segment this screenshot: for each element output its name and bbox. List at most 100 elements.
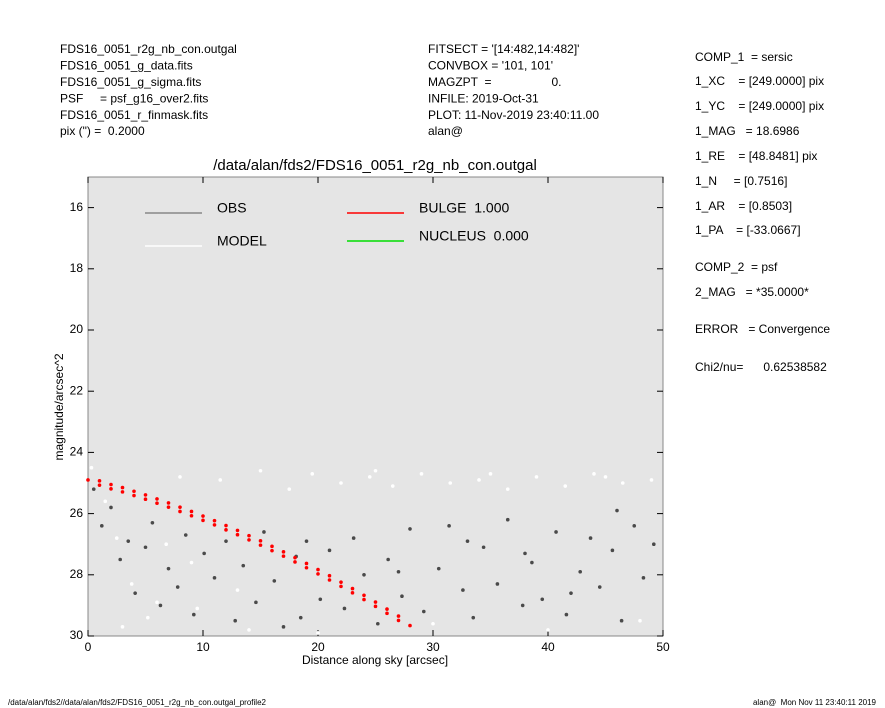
data-point [447,524,451,528]
data-point [481,545,486,550]
data-point [563,484,568,488]
data-point [638,618,642,623]
data-point [350,591,355,595]
x-tick-label: 20 [311,640,325,654]
data-point [166,501,171,505]
data-point [195,606,200,611]
data-point [386,557,390,562]
y-tick-label: 26 [70,506,84,520]
data-point [615,508,619,513]
data-point [376,621,380,626]
data-point [86,478,90,482]
data-point [304,565,309,570]
data-point [241,563,246,568]
chart-title: /data/alan/fds2/FDS16_0051_r2g_nb_con.ou… [213,157,537,174]
data-point [632,524,637,528]
data-point [281,550,286,554]
x-axis-label: Distance along sky [arcsec] [302,653,448,667]
data-point [178,475,182,479]
data-point [465,539,470,543]
data-point [461,588,465,592]
data-point [408,623,412,628]
y-tick-label: 30 [70,628,84,642]
data-point [281,625,286,629]
fit-parameter: 1_RE = [48.8481] pix [695,149,817,163]
data-point [422,609,426,614]
fit-parameter: COMP_1 = sersic [695,50,793,64]
data-point [540,597,545,602]
data-point [143,545,148,550]
data-point [554,530,558,534]
data-point [109,505,113,510]
y-tick-label: 24 [70,445,84,459]
data-point [235,528,240,533]
data-point [178,505,182,509]
data-point [129,582,134,586]
data-point [143,497,148,502]
data-point [546,628,550,632]
data-point [183,533,188,537]
data-point [109,487,113,491]
data-point [155,497,159,501]
data-point [362,573,366,577]
data-point [118,557,122,562]
data-point [396,618,401,623]
data-point [212,576,217,580]
data-point [178,509,182,514]
data-point [247,533,251,538]
data-point [91,487,96,491]
data-point [201,518,205,523]
data-point [436,566,441,571]
data-point [339,580,343,584]
data-point [89,465,94,470]
data-point [400,594,404,599]
data-point [385,607,389,611]
data-point [578,569,582,574]
plot-area [87,176,664,637]
header-left-line: pix (") = 0.2000 [60,124,145,138]
data-point [505,517,510,522]
y-axis-label: magnitude/arcsec^2 [52,353,66,460]
data-point [175,585,180,589]
data-point [339,584,343,589]
data-point [164,542,168,546]
data-point [97,483,102,487]
header-left-line: FDS16_0051_r2g_nb_con.outgal [60,42,237,56]
header-left-line: FDS16_0051_g_data.fits [60,59,193,73]
data-point [97,479,102,483]
fit-parameter: COMP_2 = psf [695,260,778,274]
data-point [109,482,113,487]
data-point [166,566,171,571]
data-point [367,475,372,479]
data-point [652,542,656,546]
data-point [150,520,155,525]
legend-label: MODEL [217,233,267,249]
data-point [448,481,453,485]
data-point [523,551,527,556]
header-mid-line: FITSECT = '[14:482,14:482]' [428,42,579,56]
data-point [342,606,347,611]
data-point [304,539,309,543]
data-point [362,593,366,598]
data-point [610,548,615,553]
data-point [316,567,320,572]
data-point [189,509,194,514]
fit-parameter: ERROR = Convergence [695,322,830,336]
data-point [258,543,263,547]
data-point [373,604,378,609]
data-point [495,582,500,586]
data-point [385,611,389,616]
data-point [603,475,608,479]
header-mid-line: MAGZPT = 0. [428,75,561,89]
data-point [327,548,332,553]
data-point [318,597,323,602]
data-point [235,532,240,537]
data-point [143,493,148,497]
y-tick-label: 22 [70,383,84,397]
data-point [619,618,624,623]
data-point [316,631,320,635]
data-point [146,615,150,620]
data-point [233,618,237,623]
data-point [293,555,297,560]
